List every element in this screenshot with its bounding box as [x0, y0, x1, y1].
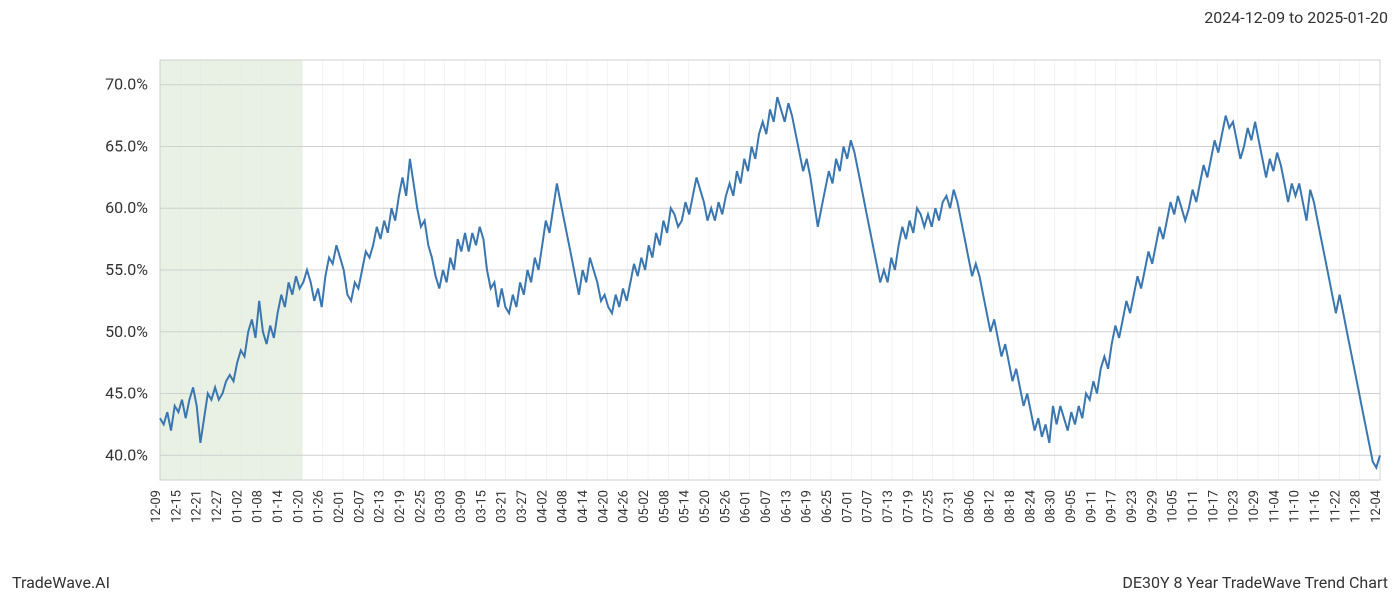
- x-tick-label: 10-05: [1166, 490, 1181, 523]
- x-tick-label: 08-24: [1023, 489, 1038, 523]
- x-tick-label: 01-20: [291, 490, 306, 523]
- y-tick-label: 45.0%: [105, 384, 148, 403]
- x-tick-label: 09-05: [1064, 490, 1079, 523]
- x-tick-label: 03-27: [515, 490, 530, 523]
- trend-chart: 40.0% 45.0% 50.0% 55.0% 60.0% 65.0% 70.0% 12-09…: [0, 40, 1400, 560]
- x-tick-label: 10-23: [1227, 490, 1242, 523]
- x-tick-label: 07-31: [942, 490, 957, 523]
- x-tick-label: 11-22: [1328, 490, 1343, 523]
- x-tick-label: 05-20: [698, 490, 713, 523]
- x-tick-label: 12-15: [169, 490, 184, 523]
- x-tick-label: 01-08: [251, 490, 266, 523]
- x-tick-label: 12-27: [210, 490, 225, 523]
- x-tick-label: 04-20: [596, 490, 611, 523]
- chart-title: DE30Y 8 Year TradeWave Trend Chart: [1122, 573, 1388, 592]
- x-tick-label: 09-29: [1145, 490, 1160, 523]
- x-tick-label: 05-14: [678, 489, 693, 523]
- x-tick-label: 07-19: [901, 490, 916, 523]
- chart-container: 40.0% 45.0% 50.0% 55.0% 60.0% 65.0% 70.0% 12-09…: [0, 40, 1400, 560]
- x-tick-label: 11-04: [1267, 489, 1282, 523]
- x-tick-label: 11-10: [1288, 490, 1303, 523]
- x-tick-label: 06-01: [739, 490, 754, 523]
- x-tick-label: 02-07: [352, 490, 367, 523]
- x-tick-label: 08-30: [1044, 490, 1059, 523]
- y-tick-label: 50.0%: [105, 322, 148, 341]
- x-tick-label: 06-13: [779, 490, 794, 523]
- x-tick-label: 04-02: [535, 490, 550, 523]
- x-tick-label: 04-08: [556, 490, 571, 523]
- x-tick-label: 10-17: [1206, 490, 1221, 523]
- y-tick-label: 70.0%: [105, 75, 148, 94]
- x-tick-label: 04-14: [576, 489, 591, 523]
- x-tick-label: 06-19: [800, 490, 815, 523]
- y-tick-label: 60.0%: [105, 198, 148, 217]
- x-tick-label: 01-26: [312, 490, 327, 523]
- x-tick-label: 07-13: [881, 490, 896, 523]
- x-tick-label: 10-11: [1186, 490, 1201, 523]
- x-tick-label: 08-12: [983, 490, 998, 523]
- x-tick-label: 01-14: [271, 489, 286, 523]
- x-tick-label: 02-01: [332, 490, 347, 523]
- x-tick-label: 03-09: [454, 490, 469, 523]
- x-tick-label: 12-21: [190, 490, 205, 523]
- x-tick-label: 05-26: [718, 490, 733, 523]
- x-tick-label: 11-16: [1308, 490, 1323, 523]
- brand-label: TradeWave.AI: [12, 573, 110, 592]
- x-tick-label: 11-28: [1349, 490, 1364, 523]
- x-tick-label: 02-13: [373, 490, 388, 523]
- x-tick-label: 09-17: [1105, 490, 1120, 523]
- x-tick-label: 12-09: [149, 490, 164, 523]
- x-tick-label: 07-25: [922, 490, 937, 523]
- x-tick-label: 07-07: [861, 490, 876, 523]
- y-tick-label: 40.0%: [105, 445, 148, 464]
- x-tick-label: 04-26: [617, 490, 632, 523]
- x-tick-label: 10-29: [1247, 490, 1262, 523]
- x-tick-label: 09-23: [1125, 490, 1140, 523]
- y-tick-label: 55.0%: [105, 260, 148, 279]
- x-tick-label: 02-19: [393, 490, 408, 523]
- x-tick-label: 03-03: [434, 490, 449, 523]
- x-tick-label: 06-07: [759, 490, 774, 523]
- x-tick-label: 01-02: [230, 490, 245, 523]
- x-tick-label: 05-08: [657, 490, 672, 523]
- x-tick-label: 07-01: [840, 490, 855, 523]
- x-tick-label: 02-25: [413, 490, 428, 523]
- date-range-label: 2024-12-09 to 2025-01-20: [1204, 8, 1388, 27]
- y-tick-label: 65.0%: [105, 136, 148, 155]
- x-tick-label: 06-25: [820, 490, 835, 523]
- x-tick-label: 08-06: [962, 490, 977, 523]
- x-tick-label: 03-21: [495, 490, 510, 523]
- x-tick-label: 09-11: [1084, 490, 1099, 523]
- x-tick-label: 05-02: [637, 490, 652, 523]
- x-tick-label: 08-18: [1003, 490, 1018, 523]
- x-tick-label: 03-15: [474, 490, 489, 523]
- x-tick-label: 12-04: [1369, 489, 1384, 523]
